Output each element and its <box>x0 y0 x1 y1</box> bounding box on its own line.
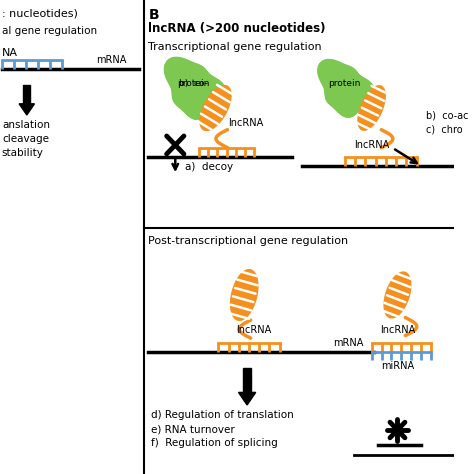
Polygon shape <box>243 368 251 392</box>
Polygon shape <box>23 85 30 104</box>
Text: anslation: anslation <box>2 120 50 130</box>
Text: : nucleotides): : nucleotides) <box>2 8 78 18</box>
Text: lncRNA (>200 nucleotides): lncRNA (>200 nucleotides) <box>148 22 326 35</box>
Polygon shape <box>238 392 255 405</box>
Text: lncRNA: lncRNA <box>228 118 263 128</box>
Ellipse shape <box>384 272 411 318</box>
Text: cleavage: cleavage <box>2 134 49 144</box>
Text: c)  chro: c) chro <box>426 124 463 134</box>
Text: Transcriptional gene regulation: Transcriptional gene regulation <box>148 42 322 52</box>
Text: mRNA: mRNA <box>96 55 126 65</box>
Text: e) RNA turnover: e) RNA turnover <box>151 424 235 434</box>
Polygon shape <box>318 60 374 117</box>
Text: b)  co-ac: b) co-ac <box>426 110 469 120</box>
Ellipse shape <box>358 86 385 130</box>
Text: a)  decoy: a) decoy <box>185 162 233 172</box>
Text: al gene regulation: al gene regulation <box>2 26 97 36</box>
Ellipse shape <box>200 85 231 130</box>
Ellipse shape <box>230 270 258 320</box>
Text: stability: stability <box>2 148 44 158</box>
Text: d) Regulation of translation: d) Regulation of translation <box>151 410 294 420</box>
Text: lncRNA: lncRNA <box>354 140 389 150</box>
Polygon shape <box>19 104 35 115</box>
Text: b)  co-: b) co- <box>179 79 208 88</box>
Text: f)  Regulation of splicing: f) Regulation of splicing <box>151 438 278 448</box>
Text: lncRNA: lncRNA <box>380 325 415 335</box>
Text: NA: NA <box>2 48 18 58</box>
Text: miRNA: miRNA <box>381 361 414 371</box>
Text: B: B <box>148 8 159 22</box>
Text: protein: protein <box>328 79 361 88</box>
Text: Post-transcriptional gene regulation: Post-transcriptional gene regulation <box>148 236 348 246</box>
Text: lncRNA: lncRNA <box>236 325 272 335</box>
Polygon shape <box>164 57 226 119</box>
Text: mRNA: mRNA <box>333 338 364 348</box>
Text: protein: protein <box>177 79 210 88</box>
